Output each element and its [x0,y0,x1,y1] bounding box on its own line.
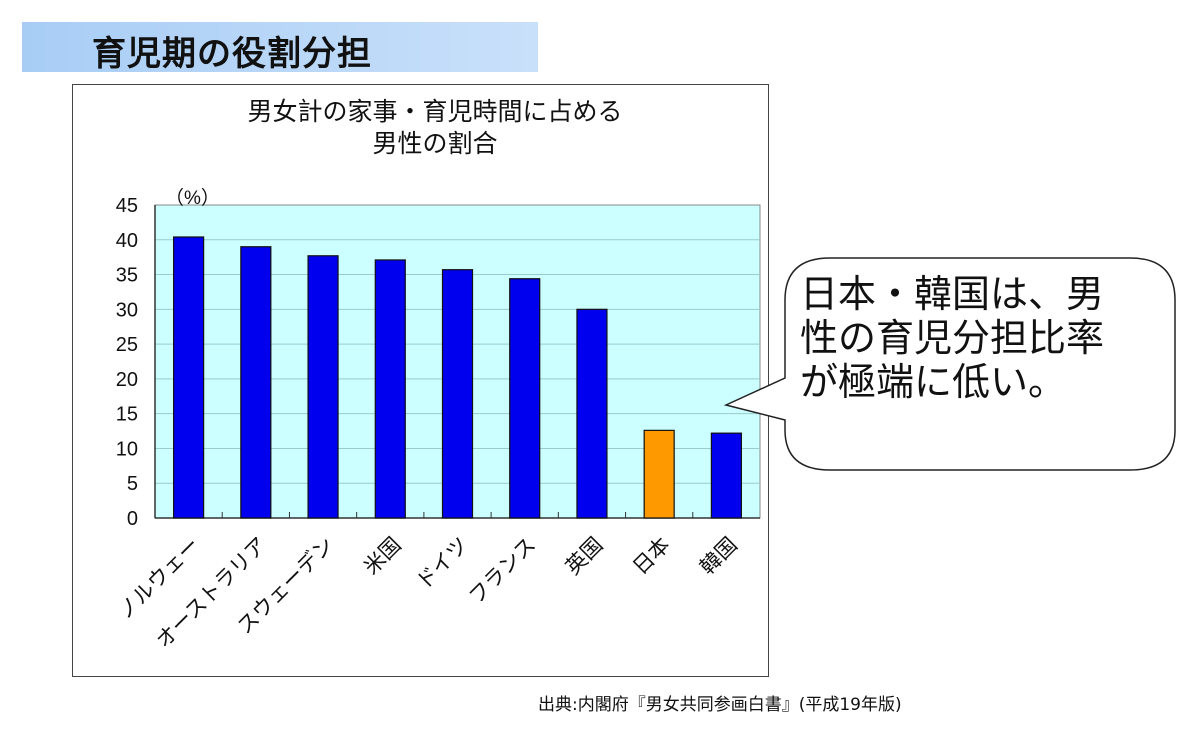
slide-title: 育児期の役割分担 [92,34,372,74]
callout-text: が極端に低い。 [800,360,1066,404]
callout-text: 性の育児分担比率 [800,316,1104,360]
x-tick-label: 韓国 [696,533,742,579]
bar-3 [307,255,339,519]
chart-frame [72,84,769,677]
x-tick-label: フランス [465,533,540,608]
callout-text: 日本・韓国は、男 [800,272,1104,316]
y-tick-label: 15 [116,404,138,426]
callout-bubble [723,257,1176,471]
x-tick-label: 米国 [360,533,406,579]
source-note: 出典:内閣府『男女共同参画白書』(平成19年版) [538,695,902,715]
y-tick-label: 35 [116,265,138,287]
x-tick-label: ドイツ [412,533,473,594]
bar-8 [643,429,675,519]
y-tick-label: 25 [116,334,138,356]
y-axis-unit: （%） [165,187,220,209]
y-tick-label: 5 [127,473,138,495]
bar-1 [173,236,205,519]
bar-2 [240,246,272,519]
bar-9 [710,432,742,519]
chart-title: 男性の割合 [372,130,497,158]
y-tick-label: 20 [116,369,138,391]
slide-title-banner: 育児期の役割分担 [22,22,538,74]
y-tick-label: 10 [116,438,138,460]
bar-7 [576,308,608,519]
bar-5 [441,269,474,519]
y-tick-label: 40 [116,230,138,252]
y-tick-label: 30 [116,299,138,321]
x-tick-label: 日本 [629,533,675,579]
chart-title: 男女計の家事・育児時間に占める [247,98,622,126]
y-tick-label: 0 [127,508,138,530]
bar-4 [374,259,406,519]
bar-6 [509,278,541,519]
x-tick-label: 英国 [562,533,608,579]
y-tick-label: 45 [116,195,138,217]
